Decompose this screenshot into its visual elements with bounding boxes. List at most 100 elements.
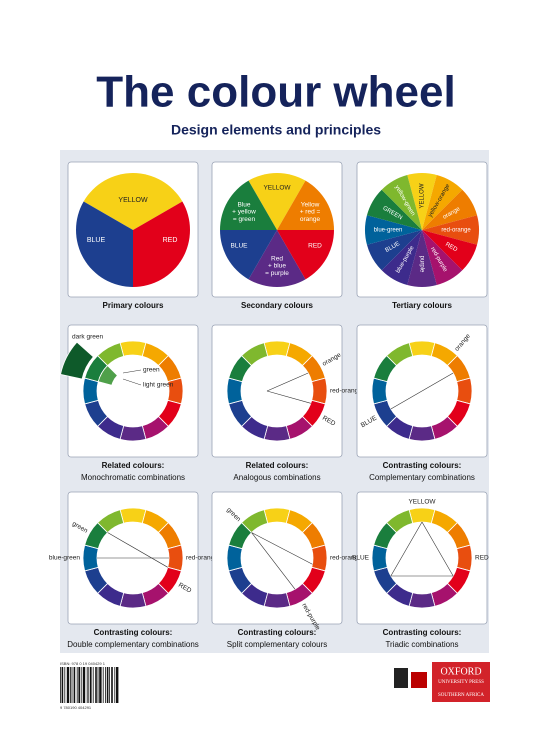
caption: Triadic combinations — [385, 640, 458, 649]
guide-line — [390, 521, 423, 577]
wheel-label: BLUE — [352, 555, 370, 562]
wheel-label: blue-green — [49, 555, 80, 562]
wheel-label: RED — [163, 237, 178, 244]
wheel-segment — [365, 215, 422, 245]
guide-line — [107, 532, 168, 568]
wheel-segment — [119, 425, 147, 442]
bar — [106, 667, 109, 703]
wheel-segment — [220, 230, 277, 280]
wheel-segment — [241, 509, 269, 534]
light-green-swatch — [97, 364, 119, 386]
caption: Complementary combinations — [369, 473, 475, 482]
wheel-segment — [241, 342, 269, 367]
barcode-digits: 9 780190 404291 — [60, 705, 92, 710]
wheel-segment — [422, 215, 479, 245]
card: YELLOW BLUE RED Primary colours — [67, 161, 199, 310]
bar — [70, 667, 71, 703]
wheel-segment — [119, 592, 147, 609]
caption: Tertiary colours — [392, 301, 452, 310]
wheel-label: RED — [475, 555, 489, 562]
wheel-label: YELLOW — [263, 185, 291, 192]
bar — [76, 667, 78, 703]
wheel-segment — [248, 230, 306, 287]
guide-line — [251, 532, 313, 565]
guide-line — [421, 521, 454, 577]
wheel-segment — [97, 342, 125, 367]
wheel-segment — [407, 173, 437, 230]
bar — [95, 667, 97, 703]
caption: Double complementary combinations — [67, 640, 199, 649]
oxford-logo — [432, 662, 490, 702]
wheel-label: Blue — [237, 202, 250, 209]
callout — [122, 369, 142, 374]
bar — [105, 667, 106, 703]
wheel-label: blue-green — [374, 228, 403, 234]
wheel-label: BLUE — [231, 243, 249, 250]
wheel-segment — [76, 201, 133, 287]
logo-text: OXFORD — [440, 666, 481, 677]
title: The colour wheel — [96, 68, 455, 117]
caption: Related colours: — [246, 461, 309, 470]
wheel-segment — [381, 174, 422, 230]
bar — [60, 667, 61, 703]
wheel-segment — [82, 544, 99, 572]
bar — [99, 667, 102, 703]
guide-line — [251, 532, 296, 590]
isbn: ISBN: 978 0 19 040429 1 — [60, 661, 106, 666]
wheel-label: RED — [444, 242, 459, 254]
bar — [116, 667, 119, 703]
caption: Analogous combinations — [233, 473, 320, 482]
wheel-segment — [248, 172, 306, 230]
wheel-label: YELLOW — [408, 499, 436, 506]
wheel-segment — [386, 342, 414, 367]
footer: ISBN: 978 0 19 040429 1 9 780190 404291 … — [60, 661, 490, 710]
wheel-segment — [381, 230, 422, 286]
wheel-segment — [277, 230, 334, 280]
callout — [122, 378, 142, 386]
partner-logo — [394, 668, 408, 688]
subtitle: Design elements and principles — [171, 122, 381, 138]
wheel-label: green — [143, 367, 160, 374]
wheel-segment — [422, 189, 478, 230]
wheel-segment — [408, 340, 436, 357]
bar — [97, 667, 99, 703]
caption: Secondary colours — [241, 301, 314, 310]
bar — [66, 667, 70, 703]
wheel-segment — [226, 377, 243, 405]
caption: Contrasting colours: — [94, 628, 173, 637]
wheel-segment — [366, 189, 422, 230]
wheel-segment — [311, 377, 328, 405]
logo-text: UNIVERSITY PRESS — [438, 680, 484, 685]
bar — [90, 667, 92, 703]
dark-green-swatch — [60, 341, 94, 380]
logo-text: SOUTHERN AFRICA — [438, 693, 484, 698]
wheel-segment — [371, 377, 388, 405]
wheel-label: + red = — [300, 209, 321, 216]
bar — [102, 667, 104, 703]
wheel-label: = green — [233, 216, 256, 223]
wheel-label: red-orange — [330, 555, 362, 562]
wheel-segment — [422, 174, 463, 230]
wheel-segment — [386, 509, 414, 534]
guide-line — [390, 372, 454, 410]
wheel-segment — [263, 425, 291, 442]
wheel-label: orange — [300, 216, 321, 223]
wheel-label: YELLOW — [118, 197, 148, 204]
caption: Contrasting colours: — [383, 461, 462, 470]
wheel-segment — [226, 544, 243, 572]
wheel-segment — [133, 201, 190, 287]
wheel-label: purple — [418, 256, 424, 273]
caption: Split complementary colours — [227, 640, 327, 649]
wheel-label: + yellow — [232, 209, 256, 216]
wheel-segment — [82, 377, 99, 405]
wheel-segment — [97, 509, 125, 534]
wheel-label: = purple — [265, 270, 289, 277]
caption: Contrasting colours: — [238, 628, 317, 637]
wheel-segment — [119, 507, 147, 524]
bar — [73, 667, 76, 703]
bar — [80, 667, 82, 703]
bar — [64, 667, 66, 703]
